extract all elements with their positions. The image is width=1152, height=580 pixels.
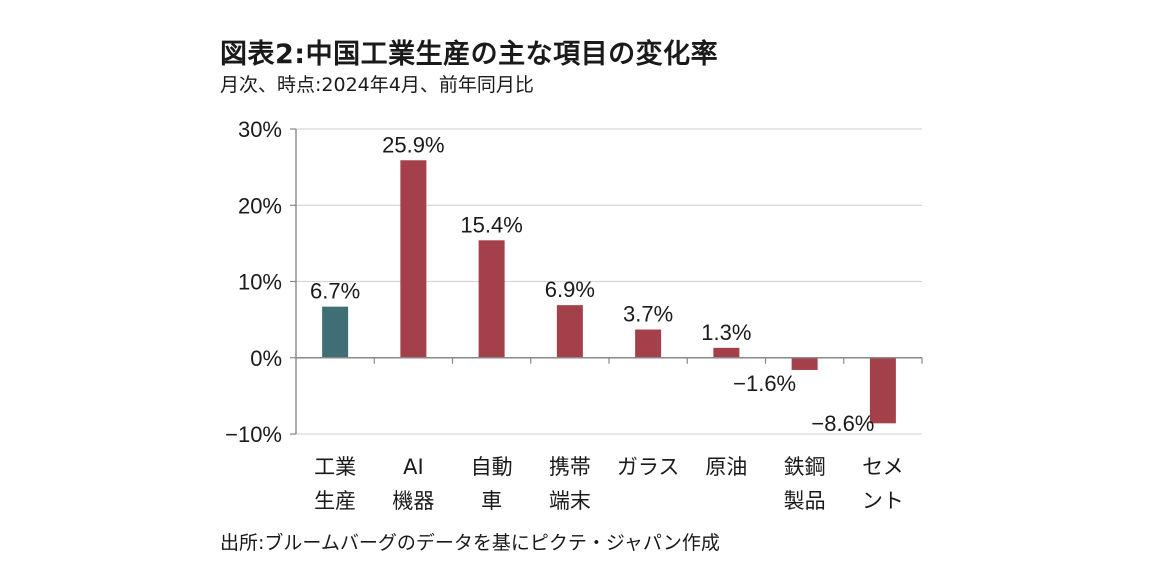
category-label: ガラス bbox=[617, 455, 680, 479]
category-label: 工業 bbox=[314, 455, 356, 479]
y-tick-label: 0% bbox=[250, 346, 282, 371]
y-tick-label: −10% bbox=[225, 422, 282, 447]
chart-title: 図表2:中国工業生産の主な項目の変化率 bbox=[220, 39, 719, 70]
category-label: ント bbox=[862, 489, 904, 513]
bars bbox=[322, 160, 896, 424]
bar bbox=[713, 347, 740, 358]
category-label: 生産 bbox=[314, 489, 356, 513]
chart-subtitle: 月次、時点:2024年4月、前年同月比 bbox=[220, 74, 534, 96]
category-label: セメ bbox=[862, 455, 904, 479]
y-tick-label: 30% bbox=[238, 117, 282, 142]
category-label: 車 bbox=[481, 489, 502, 513]
category-label: 機器 bbox=[392, 489, 434, 513]
category-label: 自動 bbox=[471, 455, 513, 479]
labels: 30% 20% 10% 0% −10% 6.7% 工業生産 25.9% AI 機器 15.4% 自動車… bbox=[225, 117, 904, 513]
data-label: 6.9% bbox=[545, 277, 595, 302]
category-label: 製品 bbox=[784, 489, 826, 513]
bar bbox=[478, 240, 505, 358]
data-label: 3.7% bbox=[623, 302, 673, 327]
bar bbox=[322, 306, 349, 358]
axes bbox=[290, 128, 923, 435]
category-label: AI bbox=[403, 455, 424, 479]
y-tick-label: 10% bbox=[238, 270, 282, 295]
data-label: 25.9% bbox=[382, 132, 444, 157]
gridlines bbox=[296, 128, 922, 435]
bar bbox=[556, 305, 583, 358]
category-label: 原油 bbox=[705, 455, 747, 479]
category-label: 携帯 bbox=[549, 455, 591, 479]
bar bbox=[635, 329, 662, 358]
bar bbox=[791, 357, 818, 370]
category-label: 端末 bbox=[549, 489, 591, 513]
y-tick-label: 20% bbox=[238, 193, 282, 218]
data-label: 15.4% bbox=[460, 212, 522, 237]
bar bbox=[869, 357, 896, 424]
source-note: 出所:ブルームバーグのデータを基にピクテ・ジャパン作成 bbox=[220, 532, 720, 554]
data-label: 6.7% bbox=[310, 279, 360, 304]
data-label: −8.6% bbox=[811, 411, 874, 436]
data-label: 1.3% bbox=[701, 320, 751, 345]
category-label: 鉄鋼 bbox=[784, 455, 826, 479]
data-label: −1.6% bbox=[733, 371, 796, 396]
bar bbox=[400, 160, 427, 358]
